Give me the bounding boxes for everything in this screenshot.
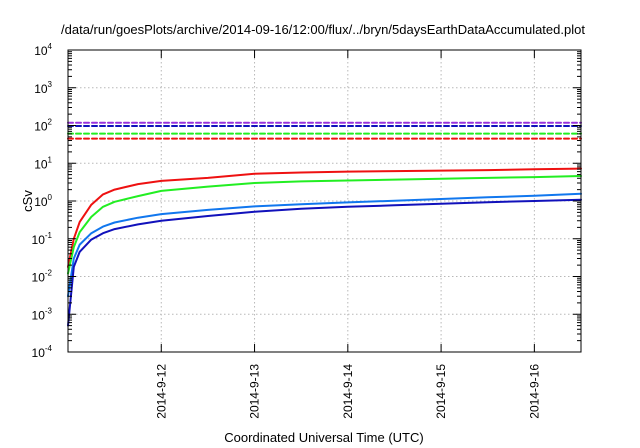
series-line — [67, 167, 582, 268]
series-line — [67, 192, 582, 298]
y-tick-label: 10-2 — [32, 269, 53, 285]
x-axis: 2014-9-12 2014-9-13 2014-9-14 2014-9-15 2014… — [154, 50, 541, 419]
series-layer — [67, 121, 582, 327]
y-tick-label: 10-3 — [32, 306, 53, 322]
series-line — [67, 198, 582, 327]
x-tick-label: 2014-9-14 — [341, 364, 355, 419]
series-line — [67, 175, 582, 275]
y-tick-label: 101 — [34, 155, 52, 171]
y-tick-label: 102 — [34, 118, 52, 134]
x-tick-label: 2014-9-12 — [154, 364, 168, 419]
y-tick-label: 100 — [34, 193, 52, 209]
x-axis-title: Coordinated Universal Time (UTC) — [224, 430, 423, 445]
x-tick-label: 2014-9-15 — [434, 364, 448, 419]
x-tick-label: 2014-9-13 — [248, 364, 262, 419]
y-tick-label: 104 — [34, 42, 52, 58]
x-tick-label: 2014-9-16 — [527, 364, 541, 419]
chart-title: /data/run/goesPlots/archive/2014-09-16/1… — [61, 22, 585, 37]
y-tick-label: 103 — [34, 80, 52, 96]
y-tick-label: 10-1 — [32, 231, 53, 247]
y-tick-label: 10-4 — [32, 344, 53, 360]
y-axis-title: cSv — [20, 190, 35, 212]
